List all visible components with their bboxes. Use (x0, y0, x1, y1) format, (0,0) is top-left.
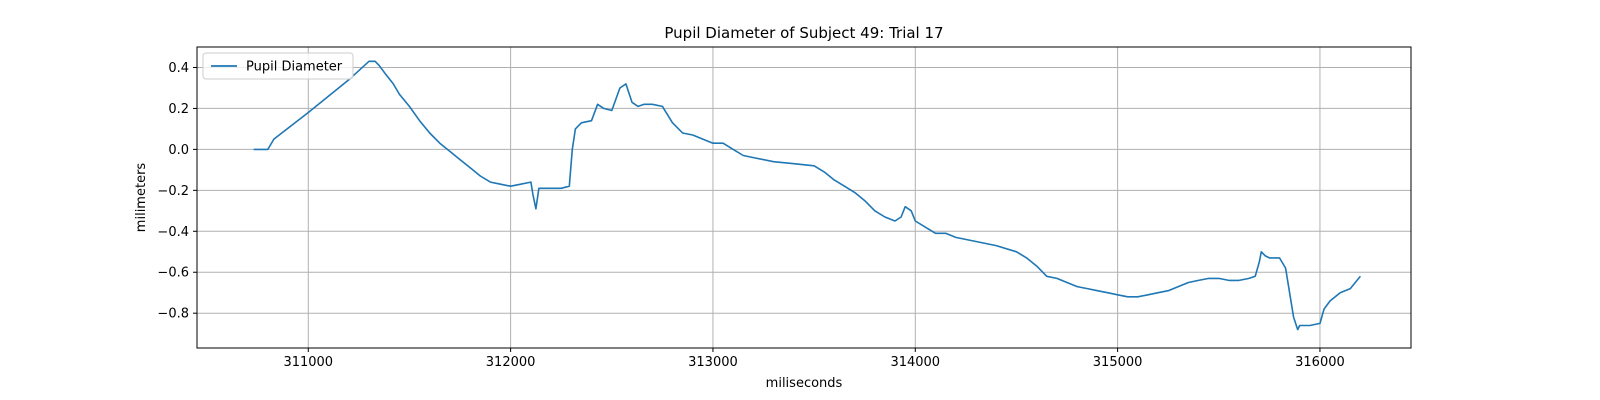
y-tick-label: 0.0 (168, 143, 189, 158)
grid-lines (197, 47, 1411, 348)
series-lines (253, 60, 1362, 331)
series-line-pupil-diameter (253, 60, 1362, 331)
legend-box (202, 52, 354, 80)
y-tick-label: 0.4 (168, 61, 189, 76)
legend: Pupil Diameter (202, 52, 354, 80)
chart-title: Pupil Diameter of Subject 49: Trial 17 (664, 24, 943, 42)
legend-label: Pupil Diameter (246, 60, 343, 75)
x-tick-label: 315000 (1093, 355, 1143, 370)
plot-frame (196, 46, 1412, 349)
y-tick-label: 0.2 (168, 102, 189, 117)
x-tick-label: 314000 (890, 355, 940, 370)
x-tick-label: 311000 (283, 355, 333, 370)
x-tick-label: 312000 (486, 355, 536, 370)
y-tick-label: −0.6 (157, 266, 189, 281)
x-tick-label: 313000 (688, 355, 738, 370)
x-tick-label: 316000 (1295, 355, 1345, 370)
y-tick-label: −0.8 (157, 307, 189, 322)
y-axis-label: milimeters (134, 163, 149, 233)
axis-ticks: 311000 312000 313000 314000 315000 316000 0.4 0… (157, 61, 1344, 370)
y-tick-label: −0.4 (157, 225, 189, 240)
y-tick-label: −0.2 (157, 184, 189, 199)
x-axis-label: miliseconds (766, 376, 843, 391)
